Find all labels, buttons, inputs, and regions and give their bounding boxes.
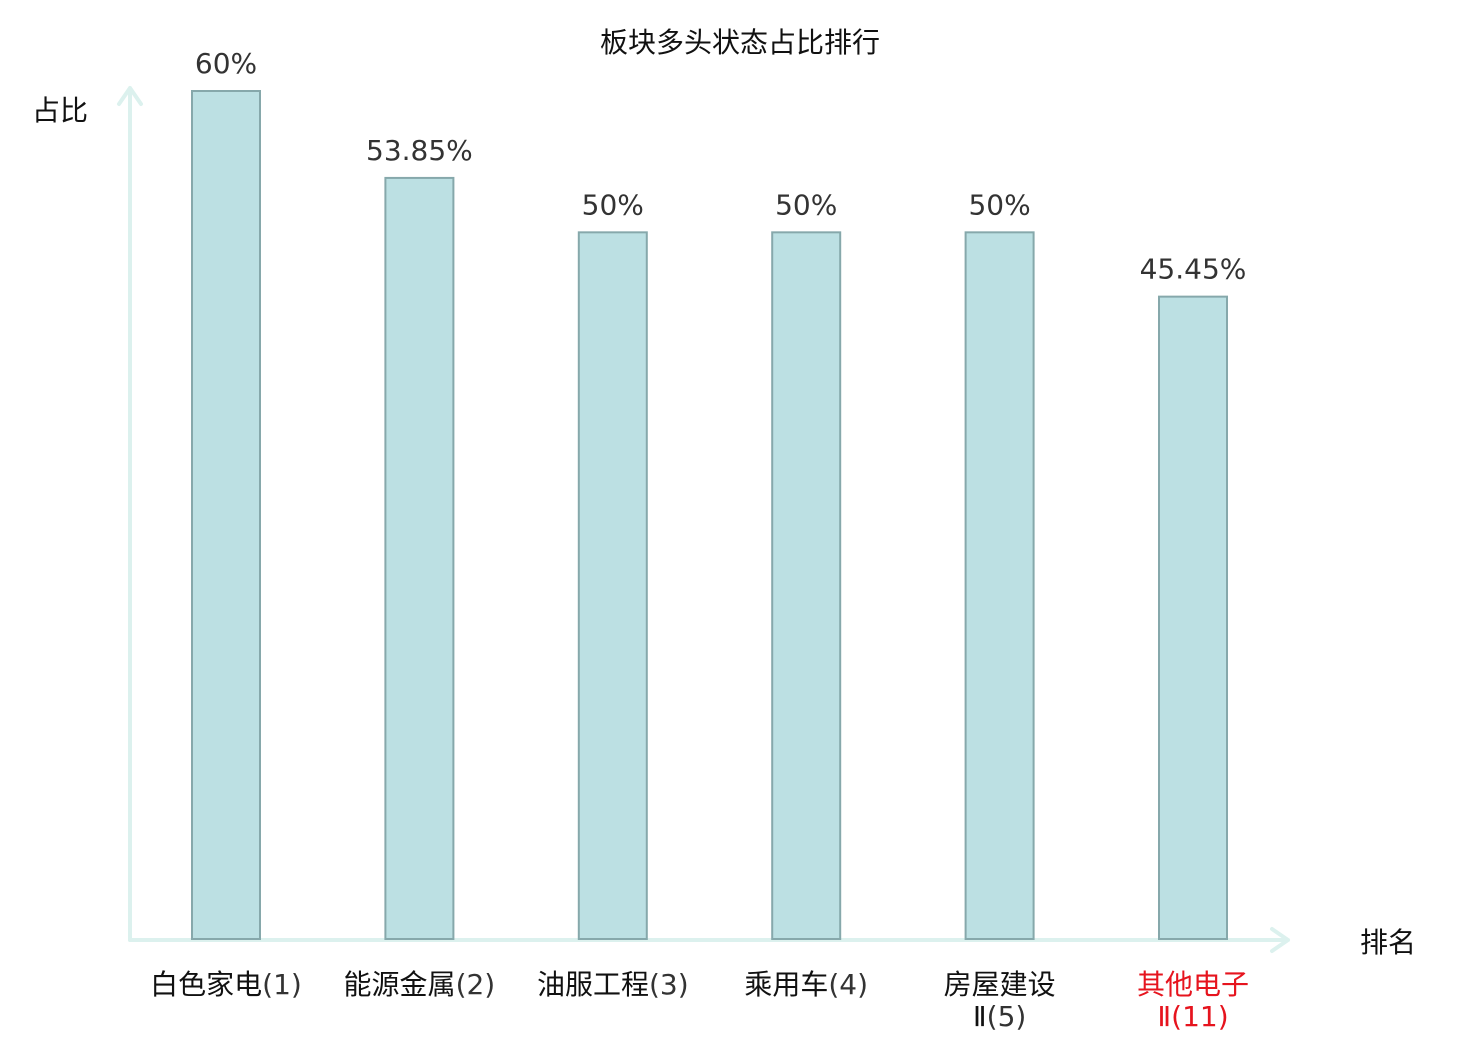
- category-label-4: 乘用车(4): [744, 968, 868, 1001]
- value-labels-group: 60% 53.85% 50% 50% 50% 45.45%: [195, 47, 1247, 286]
- bar-3: [577, 231, 648, 941]
- bar-1: [191, 90, 261, 940]
- x-axis-line: [128, 927, 1290, 953]
- category-label-1: 白色家电(1): [150, 968, 302, 1001]
- value-label-2: 53.85%: [366, 134, 473, 167]
- value-label-4: 50%: [775, 188, 837, 221]
- y-axis-line: [117, 86, 143, 942]
- category-label-5: 房屋建设 Ⅱ(5): [944, 968, 1056, 1033]
- value-label-6: 45.45%: [1140, 253, 1247, 286]
- category-labels-group: 白色家电(1) 能源金属(2) 油服工程(3) 乘用车(4) 房屋建设 Ⅱ(5) 其他电子 Ⅱ…: [150, 968, 1249, 1033]
- bar-6: [1158, 295, 1228, 940]
- x-axis-label: 排名: [1360, 926, 1416, 959]
- chart-title: 板块多头状态占比排行: [600, 26, 880, 59]
- value-label-1: 60%: [195, 47, 257, 80]
- category-label-2: 能源金属(2): [344, 968, 496, 1001]
- value-label-3: 50%: [582, 188, 644, 221]
- bar-4: [771, 231, 842, 941]
- category-label-6: 其他电子 Ⅱ(11): [1137, 968, 1249, 1033]
- y-axis-label: 占比: [32, 94, 88, 127]
- bars-group: [191, 90, 1228, 941]
- value-label-5: 50%: [968, 188, 1030, 221]
- bar-5: [964, 231, 1035, 941]
- bar-2: [384, 176, 455, 941]
- category-label-3: 油服工程(3): [537, 968, 689, 1001]
